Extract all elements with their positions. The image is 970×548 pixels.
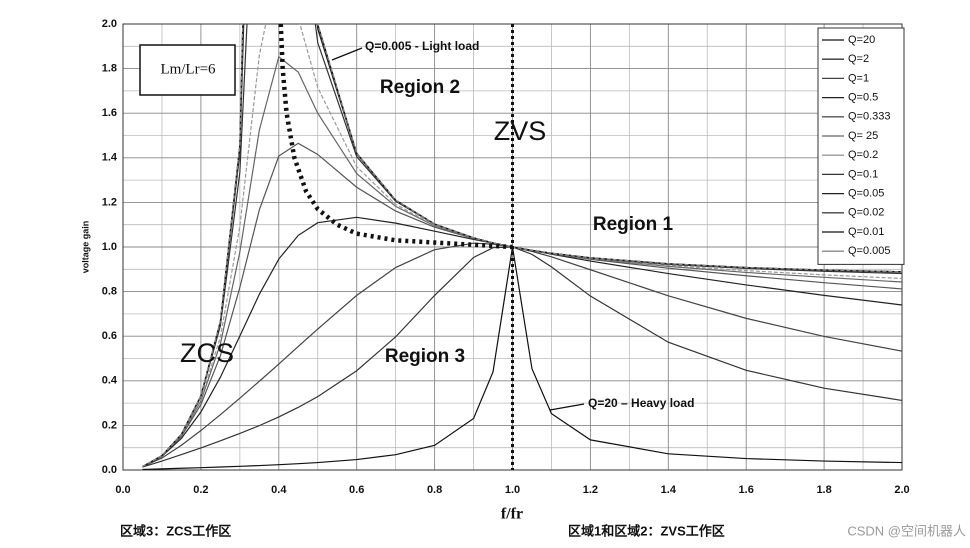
legend-label: Q=0.1 [848,168,878,180]
x-tick-label: 0.2 [193,484,208,496]
annotation: Region 3 [385,346,465,367]
annotation: Q=0.005 - Light load [365,39,479,53]
annotation-box [139,44,236,96]
series-line [142,24,902,468]
footer-right: 区域1和区域2：ZVS工作区 [568,523,725,538]
series-line [142,142,902,468]
y-tick-label: 1.2 [102,196,117,208]
arrow [549,403,585,411]
x-tick-label: 0.4 [271,484,287,496]
y-axis-label: voltage gain [80,221,90,274]
x-axis-label: f/fr [501,506,523,523]
legend-label: Q= 25 [848,130,878,142]
y-tick-label: 2.0 [102,18,117,30]
annotation: ZVS [494,116,547,146]
footer-left: 区域3：ZCS工作区 [120,523,231,538]
legend-label: Q=0.2 [848,149,878,161]
x-tick-label: 2.0 [894,484,909,496]
legend-label: Q=2 [848,53,869,65]
series-line [142,246,902,468]
x-tick-label: 1.8 [816,484,831,496]
series-line [142,24,902,468]
x-tick-label: 0.0 [115,484,130,496]
annotation: Region 2 [380,77,460,98]
legend-label: Q=0.02 [848,207,884,219]
annotation: Lm/Lr=6 [160,61,216,77]
series-line [142,216,902,468]
y-tick-label: 0.0 [102,464,117,476]
series-line [142,246,902,470]
x-tick-label: 0.8 [427,484,442,496]
series-line [142,55,902,468]
x-tick-label: 0.6 [349,484,364,496]
y-tick-label: 1.4 [102,152,118,164]
watermark: CSDN @空间机器人 [847,523,966,538]
series-line [142,24,902,468]
legend-label: Q=1 [848,72,869,84]
x-tick-label: 1.6 [739,484,754,496]
legend-label: Q=20 [848,34,875,46]
y-tick-label: 0.6 [102,330,117,342]
series-line [142,24,902,468]
legend-box [817,27,905,265]
annotation: Q=20 – Heavy load [588,396,694,410]
legend-label: Q=0.5 [848,92,878,104]
y-tick-label: 1.0 [102,241,117,253]
annotation: Region 1 [593,214,674,235]
series-line [142,242,902,468]
arrow [331,47,363,61]
y-tick-label: 0.2 [102,419,117,431]
y-tick-label: 1.6 [102,107,117,119]
series-line [142,24,902,468]
plot-area [142,24,902,470]
y-tick-label: 0.8 [102,286,117,298]
peak-locus [278,24,513,250]
legend-label: Q=0.05 [848,188,884,200]
x-tick-label: 1.4 [661,484,677,496]
x-tick-label: 1.2 [583,484,598,496]
legend-label: Q=0.333 [848,111,891,123]
legend-label: Q=0.01 [848,226,884,238]
legend-label: Q=0.005 [848,245,891,257]
y-tick-label: 0.4 [102,375,118,387]
annotation: ZCS [180,338,234,368]
y-tick-label: 1.8 [102,63,117,75]
series-line [142,24,902,468]
x-tick-label: 1.0 [505,484,520,496]
